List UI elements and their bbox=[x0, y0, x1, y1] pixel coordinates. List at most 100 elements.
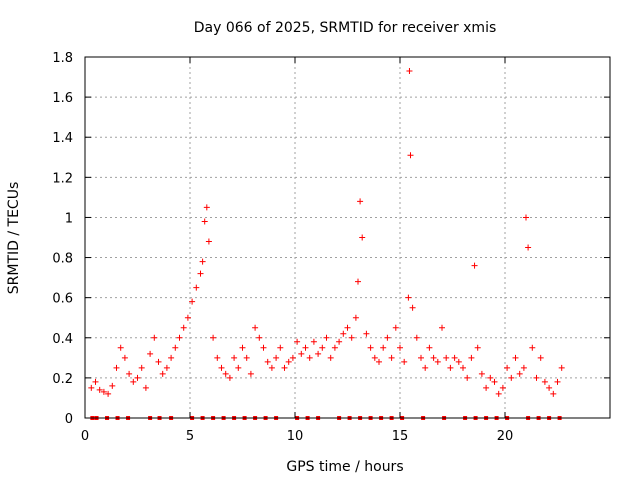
data-point bbox=[252, 324, 259, 331]
data-point bbox=[384, 334, 391, 341]
data-point bbox=[363, 330, 370, 337]
data-point bbox=[371, 354, 378, 361]
data-point bbox=[142, 384, 149, 391]
y-tick-label: 1.2 bbox=[52, 171, 73, 186]
data-point bbox=[96, 386, 103, 393]
data-point bbox=[525, 244, 532, 251]
data-point bbox=[487, 374, 494, 381]
data-point bbox=[520, 364, 527, 371]
grid-lines bbox=[85, 57, 610, 418]
data-point bbox=[380, 344, 387, 351]
data-point bbox=[121, 354, 128, 361]
data-point bbox=[222, 370, 229, 377]
data-point bbox=[130, 378, 137, 385]
data-point bbox=[159, 370, 166, 377]
data-point bbox=[294, 338, 301, 345]
data-point bbox=[126, 370, 133, 377]
data-point bbox=[439, 324, 445, 331]
data-point bbox=[451, 354, 458, 361]
data-point bbox=[218, 364, 225, 371]
data-point bbox=[281, 364, 288, 371]
x-axis-title: GPS time / hours bbox=[286, 459, 403, 475]
data-point bbox=[203, 204, 210, 211]
data-point bbox=[201, 218, 208, 225]
data-point bbox=[546, 384, 553, 391]
data-points bbox=[88, 68, 565, 397]
data-point bbox=[336, 338, 343, 345]
data-point bbox=[474, 344, 481, 351]
data-point bbox=[323, 334, 330, 341]
data-point bbox=[199, 258, 206, 265]
data-point bbox=[327, 354, 334, 361]
x-tick-label: 10 bbox=[287, 429, 304, 444]
data-point bbox=[388, 354, 395, 361]
data-point bbox=[268, 364, 275, 371]
data-point bbox=[443, 354, 450, 361]
data-point bbox=[554, 378, 561, 385]
data-point bbox=[348, 334, 355, 341]
data-point bbox=[264, 358, 271, 365]
data-point bbox=[247, 370, 254, 377]
data-point bbox=[468, 354, 475, 361]
data-point bbox=[529, 344, 536, 351]
data-point bbox=[504, 364, 511, 371]
data-point bbox=[558, 364, 565, 371]
y-tick-label: 0.8 bbox=[52, 252, 73, 267]
data-point bbox=[109, 382, 116, 389]
y-tick-label: 0.4 bbox=[52, 332, 73, 347]
data-point bbox=[512, 354, 519, 361]
data-point bbox=[352, 314, 359, 321]
data-point bbox=[499, 384, 506, 391]
data-point bbox=[113, 364, 120, 371]
data-point bbox=[367, 344, 374, 351]
data-point bbox=[397, 344, 403, 351]
x-tick-label: 0 bbox=[81, 429, 89, 444]
data-point bbox=[168, 354, 175, 361]
data-point bbox=[550, 390, 557, 397]
data-point bbox=[401, 358, 408, 365]
data-point bbox=[193, 284, 200, 291]
data-point bbox=[405, 294, 412, 301]
data-point bbox=[491, 378, 498, 385]
data-point bbox=[315, 350, 322, 357]
axis-tick-labels: 0 0.2 0.4 0.6 0.8 1 1.2 1.4 1.6 1.8 0 5 10 15 20 bbox=[52, 51, 513, 444]
data-point bbox=[537, 354, 544, 361]
data-point bbox=[434, 358, 441, 365]
y-tick-label: 0 bbox=[65, 412, 73, 427]
data-point bbox=[88, 384, 95, 391]
data-point bbox=[105, 390, 112, 397]
data-point bbox=[184, 314, 191, 321]
y-tick-label: 1 bbox=[65, 211, 73, 226]
data-point bbox=[359, 234, 366, 241]
chart-title: Day 066 of 2025, SRMTID for receiver xmi… bbox=[194, 20, 497, 36]
data-point bbox=[319, 344, 326, 351]
data-point bbox=[344, 324, 351, 331]
data-point bbox=[508, 374, 515, 381]
data-point bbox=[483, 384, 490, 391]
y-tick-label: 1.4 bbox=[52, 131, 73, 146]
data-point bbox=[147, 350, 154, 357]
data-point bbox=[289, 354, 296, 361]
data-point bbox=[478, 370, 485, 377]
data-point bbox=[151, 334, 158, 341]
data-point bbox=[243, 354, 250, 361]
x-tick-label: 5 bbox=[186, 429, 194, 444]
data-point bbox=[357, 198, 364, 205]
data-point bbox=[231, 354, 238, 361]
data-point bbox=[92, 378, 99, 385]
data-point bbox=[455, 358, 462, 365]
data-point bbox=[464, 374, 471, 381]
x-tick-label: 15 bbox=[392, 429, 409, 444]
data-point bbox=[302, 344, 309, 351]
data-point bbox=[100, 388, 107, 395]
data-point bbox=[430, 354, 437, 361]
data-point bbox=[172, 344, 179, 351]
data-point bbox=[392, 324, 399, 331]
data-point bbox=[422, 364, 429, 371]
data-point bbox=[235, 364, 242, 371]
data-point bbox=[285, 358, 292, 365]
plot-frame bbox=[84, 56, 611, 419]
data-point bbox=[409, 304, 416, 311]
data-point bbox=[155, 358, 162, 365]
